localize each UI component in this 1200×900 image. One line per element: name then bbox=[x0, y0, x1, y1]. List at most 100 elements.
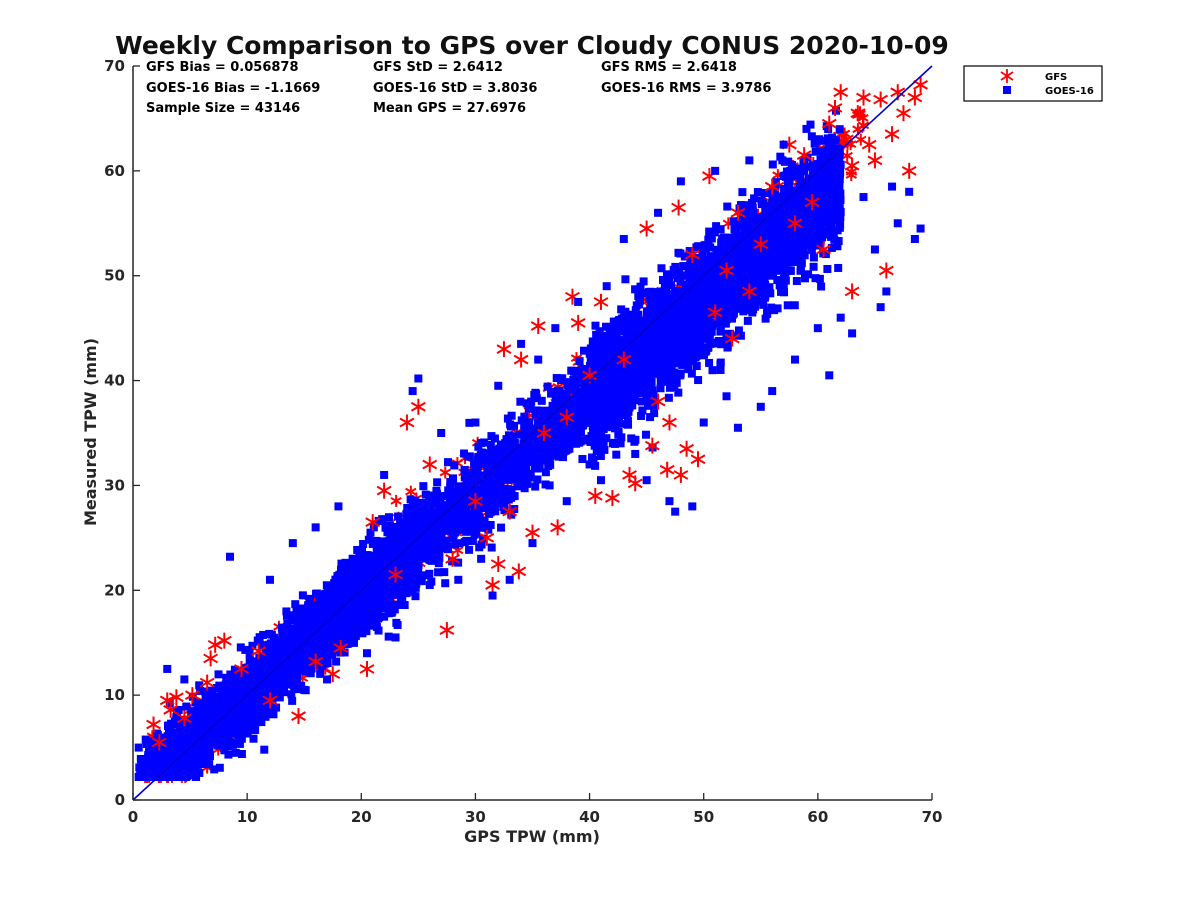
goes16-point bbox=[612, 322, 621, 331]
goes16-point bbox=[261, 712, 270, 721]
goes16-point bbox=[345, 612, 354, 621]
goes16-point bbox=[450, 461, 459, 470]
goes16-point bbox=[777, 287, 786, 296]
goes16-point bbox=[372, 577, 381, 586]
goes16-point bbox=[335, 584, 344, 593]
goes16-point bbox=[419, 482, 428, 491]
goes16-point bbox=[376, 599, 385, 608]
goes16-point bbox=[434, 559, 443, 568]
goes16-point bbox=[336, 602, 345, 611]
goes16-point bbox=[400, 569, 409, 578]
goes16-point bbox=[460, 538, 469, 547]
goes16-point bbox=[477, 540, 486, 549]
goes16-point bbox=[344, 618, 353, 627]
goes16-point bbox=[367, 613, 376, 622]
goes16-point bbox=[670, 382, 679, 391]
goes16-point bbox=[425, 519, 434, 528]
goes16-point bbox=[618, 327, 627, 336]
goes16-point bbox=[295, 649, 304, 658]
goes16-point bbox=[559, 420, 568, 429]
goes16-point bbox=[446, 478, 455, 487]
goes16-point bbox=[566, 406, 575, 415]
goes16-point bbox=[421, 515, 430, 524]
goes16-point bbox=[207, 688, 216, 697]
goes16-point bbox=[276, 636, 285, 645]
goes16-point bbox=[291, 600, 300, 609]
goes16-point bbox=[460, 466, 469, 475]
goes16-point bbox=[506, 446, 515, 455]
goes16-point bbox=[515, 470, 524, 479]
goes16-point bbox=[377, 562, 386, 571]
goes16-point bbox=[476, 451, 485, 460]
goes16-point bbox=[218, 687, 227, 696]
goes16-point bbox=[393, 600, 402, 609]
goes16-point bbox=[240, 720, 249, 729]
goes16-point bbox=[372, 536, 381, 545]
goes16-point bbox=[412, 524, 421, 533]
goes16-point bbox=[609, 317, 618, 326]
goes16-point bbox=[556, 438, 565, 447]
goes16-point bbox=[237, 675, 246, 684]
goes16-point bbox=[520, 484, 529, 493]
goes16-point bbox=[241, 699, 250, 708]
goes16-point bbox=[474, 517, 483, 526]
goes16-point bbox=[414, 561, 423, 570]
goes16-point bbox=[321, 595, 330, 604]
goes16-point bbox=[295, 617, 304, 626]
goes16-point bbox=[150, 743, 159, 752]
goes16-point bbox=[191, 698, 200, 707]
goes16-point bbox=[270, 674, 279, 683]
goes16-point bbox=[346, 604, 355, 613]
goes16-point bbox=[472, 522, 481, 531]
goes16-point bbox=[456, 483, 465, 492]
goes16-point bbox=[316, 669, 325, 678]
goes16-point bbox=[278, 655, 287, 664]
goes16-point bbox=[379, 589, 388, 598]
goes16-point bbox=[359, 596, 368, 605]
goes16-point bbox=[342, 569, 351, 578]
goes16-point bbox=[533, 418, 542, 427]
goes16-point bbox=[135, 763, 144, 772]
goes16-point bbox=[481, 450, 490, 459]
goes16-point bbox=[293, 670, 302, 679]
goes16-point bbox=[142, 739, 151, 748]
goes16-point bbox=[555, 411, 564, 420]
goes16-point bbox=[374, 626, 383, 635]
goes16-point bbox=[656, 384, 665, 393]
goes16-point bbox=[491, 492, 500, 501]
goes16-point bbox=[316, 601, 325, 610]
goes16-point bbox=[466, 522, 475, 531]
goes16-point bbox=[361, 567, 370, 576]
goes16-point bbox=[577, 378, 586, 387]
goes16-point bbox=[236, 686, 245, 695]
goes16-point bbox=[384, 513, 393, 522]
goes16-point bbox=[288, 637, 297, 646]
goes16-point bbox=[486, 503, 495, 512]
goes16-point bbox=[526, 473, 535, 482]
goes16-point bbox=[537, 396, 546, 405]
goes16-point bbox=[401, 555, 410, 564]
goes16-point bbox=[184, 757, 193, 766]
goes16-point bbox=[296, 612, 305, 621]
goes16-point bbox=[531, 482, 540, 491]
goes16-point bbox=[694, 376, 703, 385]
goes16-point bbox=[330, 594, 339, 603]
goes16-point bbox=[170, 729, 179, 738]
goes16-point bbox=[557, 376, 566, 385]
goes16-point bbox=[420, 571, 429, 580]
goes16-point bbox=[337, 594, 346, 603]
goes16-point bbox=[351, 601, 360, 610]
goes16-point bbox=[289, 661, 298, 670]
goes16-point bbox=[322, 613, 331, 622]
goes16-point bbox=[340, 573, 349, 582]
goes16-point bbox=[404, 563, 413, 572]
goes16-point bbox=[163, 732, 172, 741]
goes16-point bbox=[363, 610, 372, 619]
goes16-point bbox=[266, 639, 275, 648]
goes16-point bbox=[584, 436, 593, 445]
goes16-point bbox=[213, 693, 222, 702]
goes16-point bbox=[315, 590, 324, 599]
goes16-point bbox=[590, 441, 599, 450]
goes16-point bbox=[158, 759, 167, 768]
goes16-point bbox=[551, 446, 560, 455]
